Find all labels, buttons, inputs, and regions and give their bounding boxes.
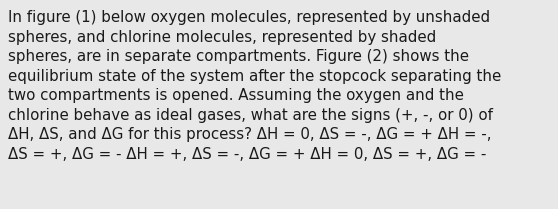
Text: In figure (1) below oxygen molecules, represented by unshaded
spheres, and chlor: In figure (1) below oxygen molecules, re… [8,10,501,162]
